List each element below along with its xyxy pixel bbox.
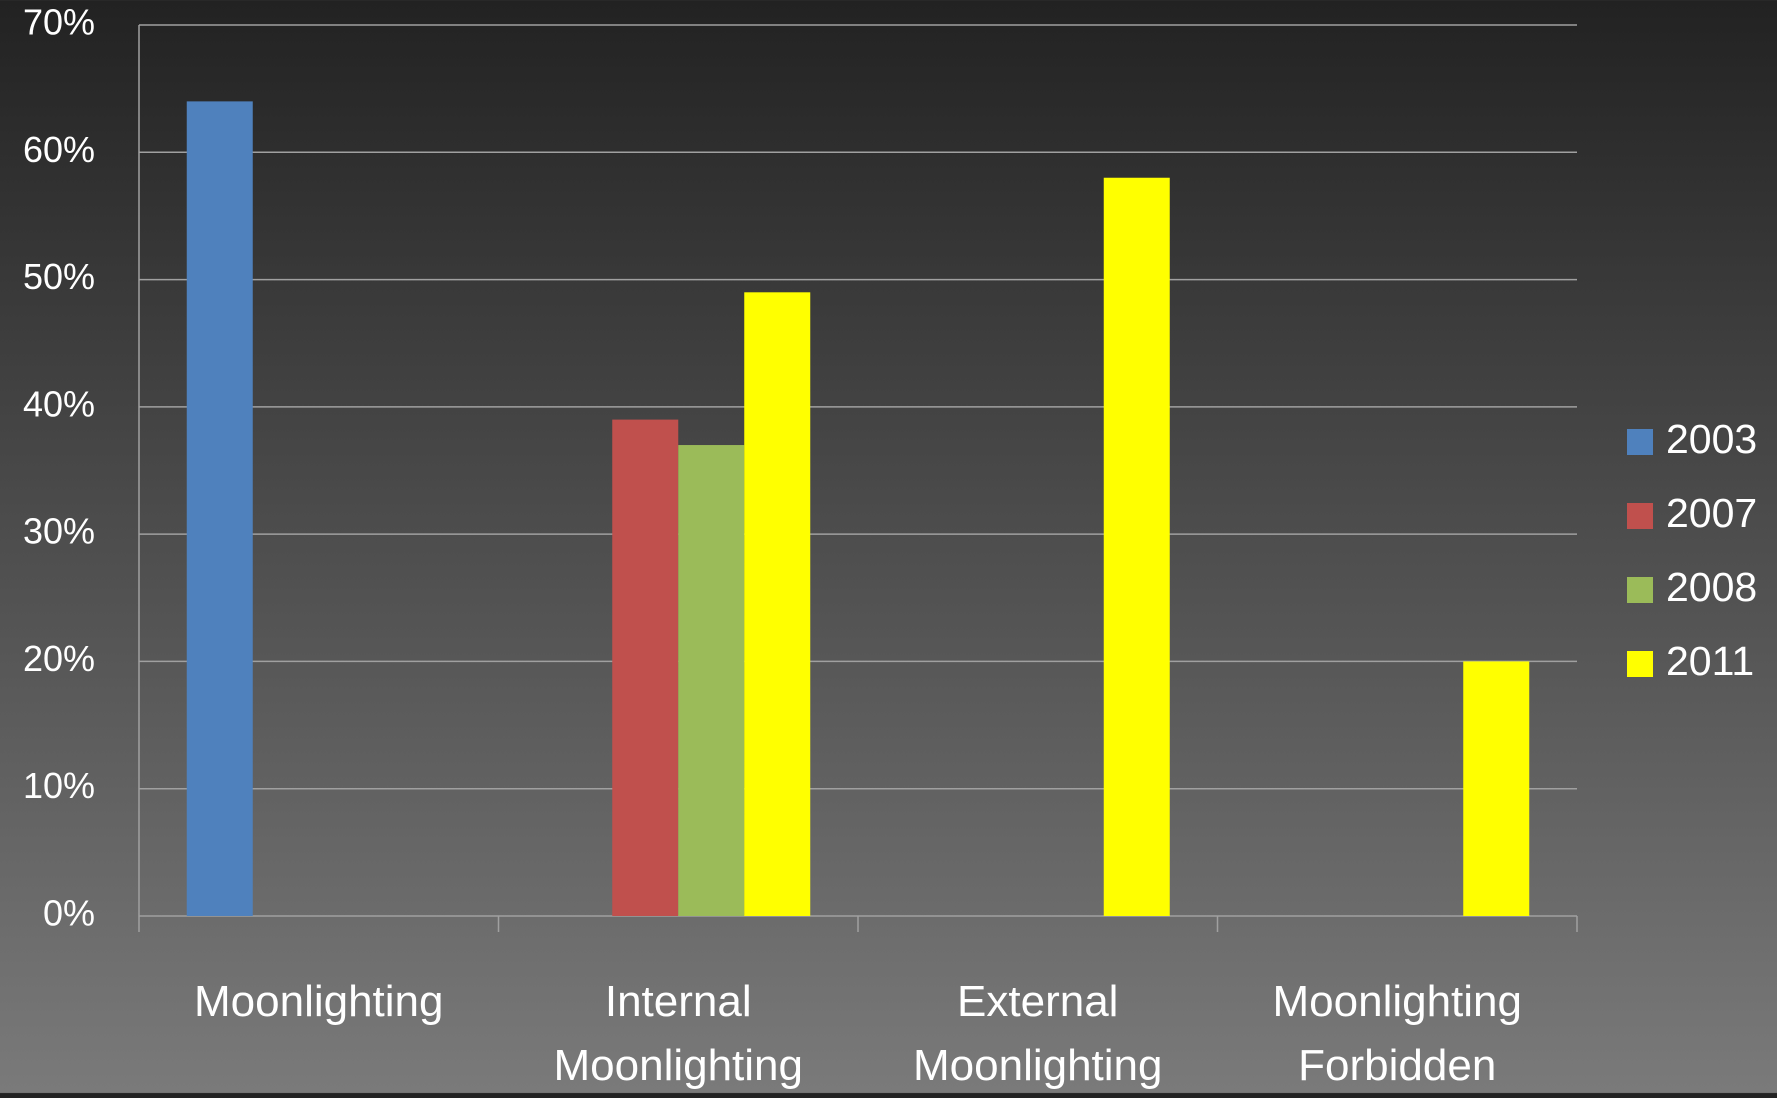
legend-label: 2008 <box>1666 564 1757 610</box>
legend-swatch <box>1627 429 1653 455</box>
bar <box>744 292 811 916</box>
y-tick-label: 40% <box>23 383 95 424</box>
y-tick-label: 0% <box>43 893 95 934</box>
x-tick-label: Internal Moonlighting <box>553 977 804 1090</box>
x-tick-label: Moonlighting <box>194 977 444 1026</box>
y-tick-label: 70% <box>23 2 95 43</box>
x-tick-label: Moonlighting Forbidden <box>1272 977 1523 1090</box>
x-tick-label: External Moonlighting <box>913 977 1163 1090</box>
y-tick-label: 50% <box>23 256 95 297</box>
y-tick-label: 20% <box>23 638 95 679</box>
bar <box>186 101 253 916</box>
legend-label: 2003 <box>1666 416 1757 462</box>
legend-label: 2011 <box>1666 638 1754 684</box>
y-tick-label: 60% <box>23 129 95 170</box>
bar <box>1103 177 1170 916</box>
y-tick-label: 10% <box>23 765 95 806</box>
legend-label: 2007 <box>1666 490 1757 536</box>
bar <box>612 419 679 916</box>
legend-swatch <box>1627 651 1653 677</box>
legend-swatch <box>1627 577 1653 603</box>
y-tick-label: 30% <box>23 511 95 552</box>
bar <box>1463 661 1530 916</box>
legend-swatch <box>1627 503 1653 529</box>
bar <box>678 445 745 916</box>
